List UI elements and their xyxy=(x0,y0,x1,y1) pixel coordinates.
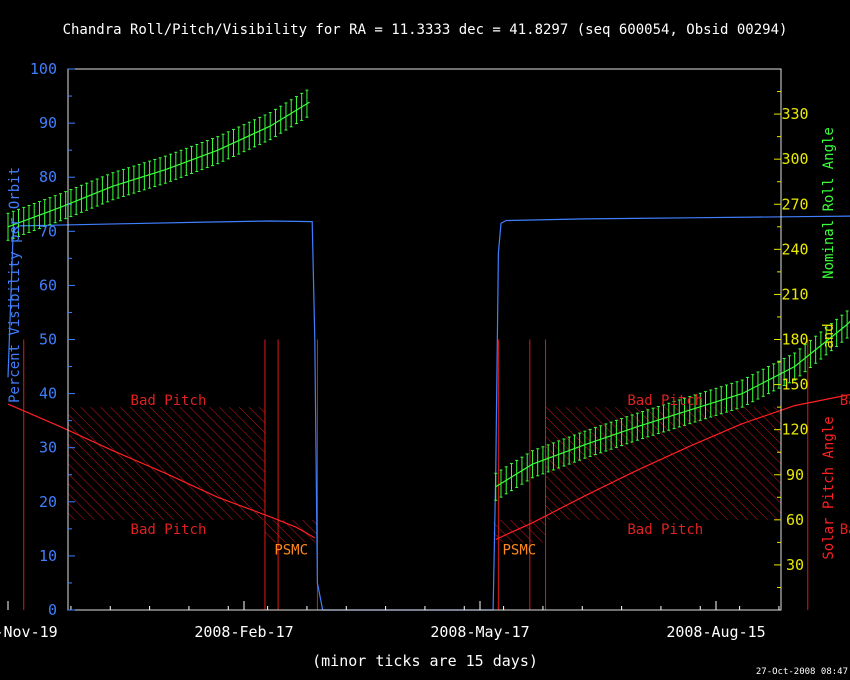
solar-pitch-angle-line xyxy=(495,394,850,540)
bad-pitch-label-bottom: Bad Pitch xyxy=(840,522,850,538)
y-left-tick-label: 40 xyxy=(39,385,57,403)
x-tick-label: 2008-Aug-15 xyxy=(666,623,765,641)
solar-pitch-angle-line xyxy=(7,403,316,539)
timestamp: 27-Oct-2008 08:47 xyxy=(756,667,848,677)
series-layer xyxy=(6,89,850,611)
bad-pitch-label-bottom: Bad Pitch xyxy=(627,522,703,538)
y-left-tick-label: 70 xyxy=(39,222,57,240)
y-right-tick-label: 180 xyxy=(781,331,808,349)
y-axis-right-label-pitch: Solar Pitch Angle xyxy=(821,416,837,559)
y-left-tick-label: 30 xyxy=(39,439,57,457)
percent-visibility-per-orbit-line xyxy=(7,220,324,611)
psmc-label: PSMC xyxy=(502,542,536,558)
y-axis-right-label-roll: Nominal Roll Angle xyxy=(821,127,837,279)
x-tick-label: 2007-Nov-19 xyxy=(0,623,58,641)
bad-pitch-label-bottom: Bad Pitch xyxy=(131,522,207,538)
y-axis-left: 0 10 20 30 40 50 60 70 80 90 100 xyxy=(30,60,75,619)
psmc-zone xyxy=(493,519,546,543)
chart-title: Chandra Roll/Pitch/Visibility for RA = 1… xyxy=(63,22,788,38)
y-right-tick-label: 30 xyxy=(786,556,804,574)
y-axis-right: 30 60 90 120 150 180 210 240 270 300 330 xyxy=(774,91,809,588)
psmc-label: PSMC xyxy=(274,542,308,558)
x-axis: 2007-Nov-19 2008-Feb-17 2008-May-17 2008-Au… xyxy=(0,601,780,641)
y-right-tick-label: 210 xyxy=(781,285,808,303)
x-tick-label: 2008-Feb-17 xyxy=(194,623,293,641)
x-axis-label: (minor ticks are 15 days) xyxy=(312,652,538,670)
y-right-tick-label: 120 xyxy=(781,421,808,439)
bad-pitch-label-top: Bad Pitch xyxy=(131,393,207,409)
y-axis-left-label: Percent Visibility per Orbit xyxy=(7,167,23,403)
zone-labels: Bad Pitch Bad Pitch Bad Pitch Bad Pitch Bad … xyxy=(131,393,850,558)
y-left-tick-label: 10 xyxy=(39,547,57,565)
x-tick-label: 2008-May-17 xyxy=(430,623,529,641)
y-right-tick-label: 60 xyxy=(786,511,804,529)
y-left-tick-label: 60 xyxy=(39,276,57,294)
y-left-tick-label: 20 xyxy=(39,493,57,511)
psmc-zone xyxy=(264,519,318,543)
bad-pitch-label-top: Bad Pitch xyxy=(840,393,850,409)
y-right-tick-label: 150 xyxy=(781,376,808,394)
y-right-tick-label: 240 xyxy=(781,240,808,258)
y-left-tick-label: 90 xyxy=(39,114,57,132)
y-left-tick-label: 80 xyxy=(39,168,57,186)
y-right-tick-label: 330 xyxy=(781,105,808,123)
bad-pitch-label-top: Bad Pitch xyxy=(627,393,703,409)
y-right-tick-label: 300 xyxy=(781,150,808,168)
y-left-tick-label: 0 xyxy=(48,601,57,619)
percent-visibility-per-orbit-line xyxy=(492,215,850,611)
y-left-tick-label: 50 xyxy=(39,331,57,349)
y-right-tick-label: 90 xyxy=(786,466,804,484)
y-left-tick-label: 100 xyxy=(30,60,57,78)
y-axis-right-label-and: and xyxy=(821,323,837,348)
bad-pitch-zone xyxy=(68,407,265,520)
y-right-tick-label: 270 xyxy=(781,195,808,213)
